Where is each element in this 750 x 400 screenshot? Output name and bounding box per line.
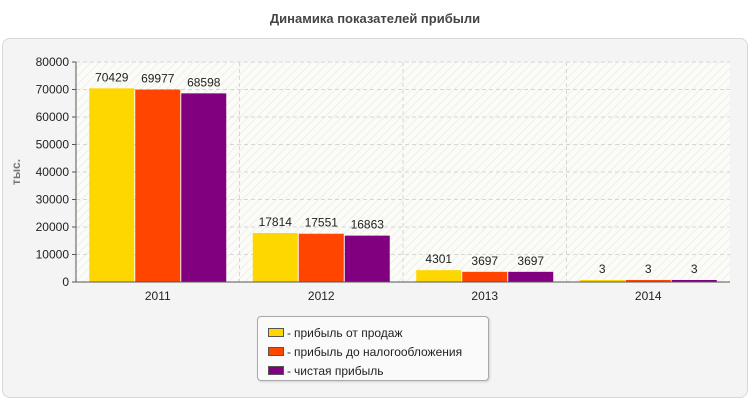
bar — [135, 89, 181, 282]
legend-swatch — [268, 328, 284, 337]
bar-value-label: 17814 — [259, 215, 293, 229]
legend-dash: - — [287, 344, 291, 359]
y-tick-label: 60000 — [36, 110, 70, 124]
bar-value-label: 3697 — [471, 254, 498, 268]
x-tick-label: 2012 — [308, 289, 335, 303]
legend-label: прибыль от продаж — [294, 325, 403, 340]
bar-value-label: 4301 — [425, 252, 452, 266]
bar — [625, 280, 671, 282]
bar — [462, 271, 508, 282]
legend-item: - прибыль до налогообложения — [268, 342, 488, 361]
bar-value-label: 69977 — [141, 72, 175, 86]
bar — [671, 280, 717, 282]
x-tick-label: 2011 — [145, 289, 171, 303]
y-tick-label: 10000 — [36, 248, 70, 262]
bar-value-label: 17551 — [305, 216, 339, 230]
y-tick-label: 30000 — [36, 193, 70, 207]
bar-value-label: 3 — [599, 262, 606, 276]
y-tick-label: 50000 — [36, 138, 70, 152]
x-tick-label: 2014 — [635, 289, 662, 303]
x-tick-label: 2013 — [471, 289, 498, 303]
bar — [298, 233, 344, 282]
chart-title: Динамика показателей прибыли — [269, 11, 481, 26]
y-tick-label: 20000 — [36, 220, 70, 234]
y-axis-label: тыс. — [9, 159, 23, 185]
bar — [579, 280, 625, 282]
legend-item: - чистая прибыль — [268, 361, 488, 380]
bar-value-label: 68598 — [187, 75, 221, 89]
y-tick-label: 40000 — [36, 165, 70, 179]
bar — [89, 88, 135, 282]
legend-swatch — [268, 347, 284, 356]
bar-value-label: 16863 — [351, 218, 385, 232]
bar — [344, 235, 390, 282]
bar — [416, 270, 462, 282]
legend-item: - прибыль от продаж — [268, 323, 488, 342]
y-tick-label: 0 — [62, 275, 69, 289]
y-tick-label: 80000 — [36, 55, 70, 69]
bar — [508, 271, 554, 282]
bar-value-label: 70429 — [95, 70, 129, 84]
bar-value-label: 3 — [691, 262, 698, 276]
legend-label: чистая прибыль — [294, 363, 384, 378]
legend-label: прибыль до налогообложения — [294, 344, 463, 359]
chart-legend: - прибыль от продаж - прибыль до налогообло… — [257, 316, 489, 381]
bar-value-label: 3 — [645, 262, 652, 276]
legend-dash: - — [287, 325, 291, 340]
bar — [181, 93, 227, 282]
legend-swatch — [268, 366, 284, 375]
bar-value-label: 3697 — [517, 254, 544, 268]
legend-dash: - — [287, 363, 291, 378]
y-tick-label: 70000 — [36, 83, 70, 97]
bar — [252, 233, 298, 282]
